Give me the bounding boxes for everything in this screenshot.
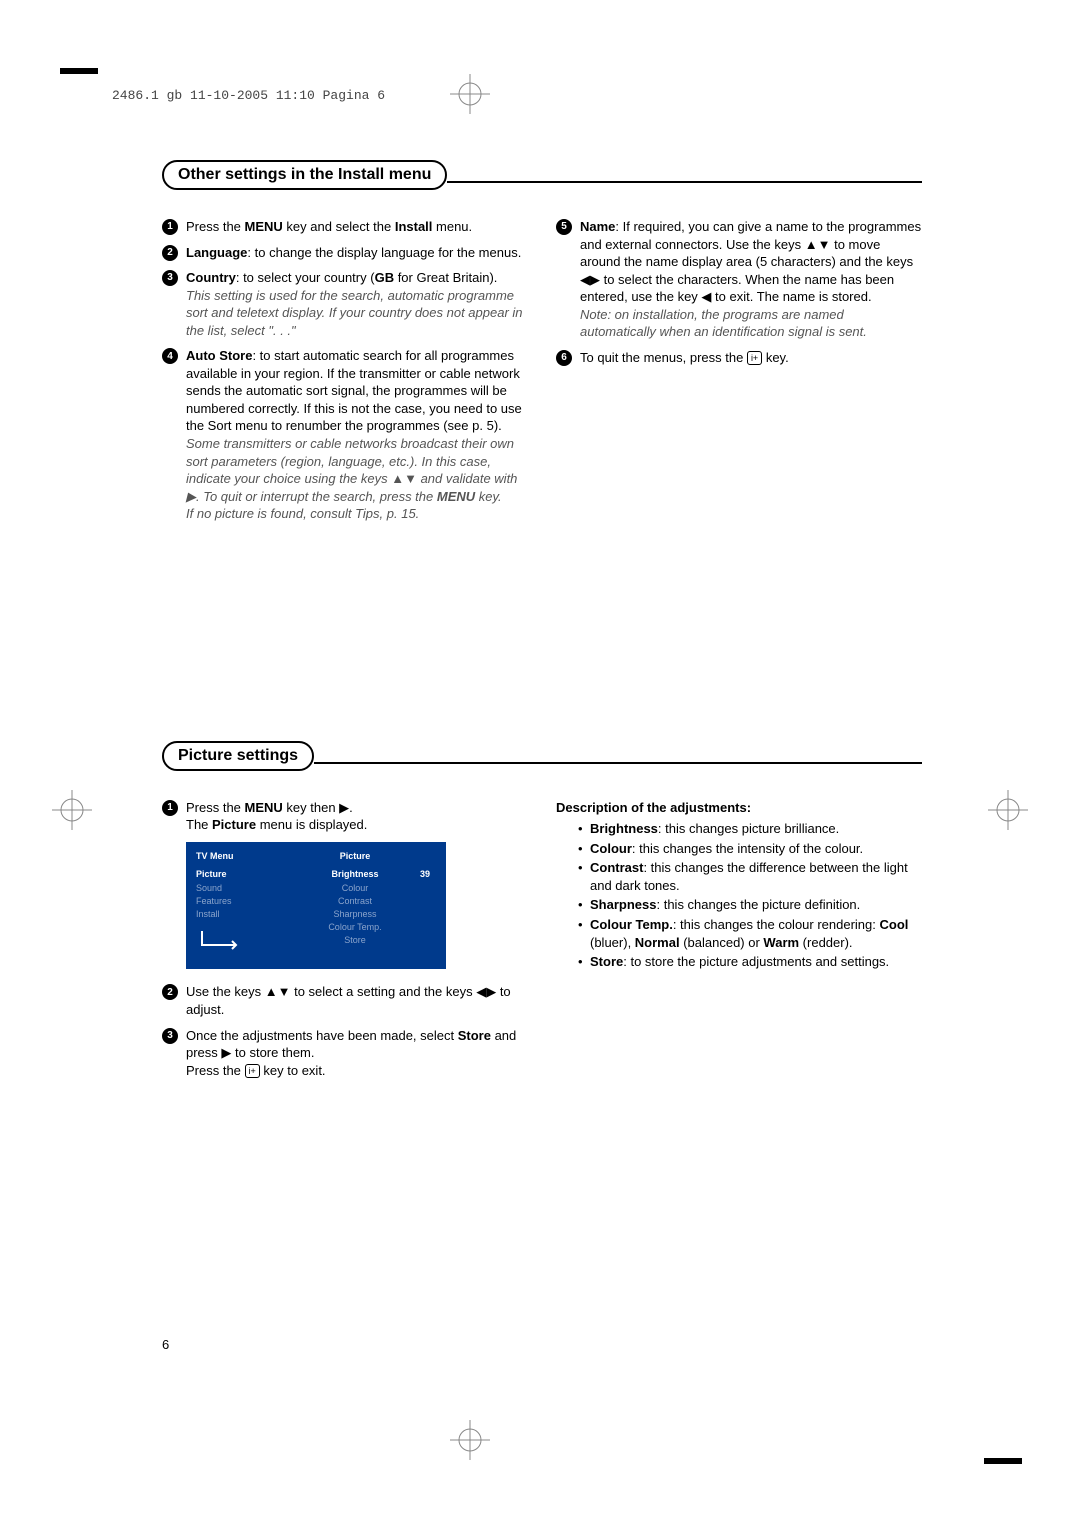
section-title: Other settings in the Install menu xyxy=(162,160,447,190)
step-body: Use the keys ▲▼ to select a setting and … xyxy=(186,983,528,1018)
crop-mark-bottom xyxy=(450,1420,490,1460)
page-header: 2486.1 gb 11-10-2005 11:10 Pagina 6 xyxy=(112,88,385,103)
step-note: This setting is used for the search, aut… xyxy=(186,287,528,340)
desc-title: Description of the adjustments: xyxy=(556,799,922,817)
step-body: Name: If required, you can give a name t… xyxy=(580,218,922,341)
section1-columns: 1 Press the MENU key and select the Insta… xyxy=(162,218,922,531)
section2-columns: 1 Press the MENU key then ▶.The Picture m… xyxy=(162,799,922,1087)
step-number: 3 xyxy=(162,1028,178,1044)
bullet-item: Colour: this changes the intensity of th… xyxy=(578,840,922,858)
step-number: 1 xyxy=(162,219,178,235)
step: 3 Once the adjustments have been made, se… xyxy=(162,1027,528,1080)
section1-left: 1 Press the MENU key and select the Insta… xyxy=(162,218,528,531)
tv-menu-right-item: Brightness39 xyxy=(274,868,436,881)
step-number: 4 xyxy=(162,348,178,364)
bullet-item: Contrast: this changes the difference be… xyxy=(578,859,922,894)
tv-menu-left-item: Install xyxy=(196,907,274,920)
tv-menu-right-item: Colour xyxy=(274,881,436,894)
step-note: If no picture is found, consult Tips, p.… xyxy=(186,505,528,523)
step: 1 Press the MENU key and select the Insta… xyxy=(162,218,528,236)
step-number: 3 xyxy=(162,270,178,286)
section-rule: Picture settings xyxy=(162,741,922,785)
step-body: Language: to change the display language… xyxy=(186,244,528,262)
tv-menu-right-item: Colour Temp. xyxy=(274,921,436,934)
step-body: Press the MENU key then ▶.The Picture me… xyxy=(186,799,528,834)
section2-left: 1 Press the MENU key then ▶.The Picture m… xyxy=(162,799,528,1087)
desc-bullets: Brightness: this changes picture brillia… xyxy=(578,820,922,970)
step: 6 To quit the menus, press the i+ key. xyxy=(556,349,922,367)
step-number: 6 xyxy=(556,350,572,366)
section-title: Picture settings xyxy=(162,741,314,771)
step-body: Once the adjustments have been made, sel… xyxy=(186,1027,528,1080)
step-number: 1 xyxy=(162,800,178,816)
section1-right: 5 Name: If required, you can give a name … xyxy=(556,218,922,531)
tv-menu-left-item: Picture xyxy=(196,868,274,881)
bullet-item: Sharpness: this changes the picture defi… xyxy=(578,896,922,914)
step-body: To quit the menus, press the i+ key. xyxy=(580,349,922,367)
tv-menu-right-title: Picture xyxy=(274,850,436,862)
step-body: Auto Store: to start automatic search fo… xyxy=(186,347,528,522)
step: 5 Name: If required, you can give a name … xyxy=(556,218,922,341)
crop-mark-left xyxy=(52,790,92,830)
section2-right: Description of the adjustments: Brightne… xyxy=(556,799,922,1087)
page-content: Other settings in the Install menu 1 Pres… xyxy=(162,160,922,1087)
bullet-item: Brightness: this changes picture brillia… xyxy=(578,820,922,838)
step-body: Country: to select your country (GB for … xyxy=(186,269,528,339)
tv-menu-right-item: Sharpness xyxy=(274,907,436,920)
step: 2 Use the keys ▲▼ to select a setting and… xyxy=(162,983,528,1018)
tv-menu-left-item: Sound xyxy=(196,881,274,894)
step-note: Some transmitters or cable networks broa… xyxy=(186,435,528,505)
tv-menu-right-item: Store xyxy=(274,934,436,947)
step: 3 Country: to select your country (GB for… xyxy=(162,269,528,339)
step-number: 5 xyxy=(556,219,572,235)
crop-bar-bottom xyxy=(984,1458,1022,1464)
tv-menu-right-item: Contrast xyxy=(274,894,436,907)
crop-mark-right xyxy=(988,790,1028,830)
tv-menu-arrow xyxy=(196,929,274,956)
step-note: Note: on installation, the programs are … xyxy=(580,306,922,341)
section-rule: Other settings in the Install menu xyxy=(162,160,922,204)
tv-menu-left-item: Features xyxy=(196,894,274,907)
bullet-item: Store: to store the picture adjustments … xyxy=(578,953,922,971)
step-number: 2 xyxy=(162,245,178,261)
step: 2 Language: to change the display languag… xyxy=(162,244,528,262)
step-body: Press the MENU key and select the Instal… xyxy=(186,218,528,236)
step: 4 Auto Store: to start automatic search f… xyxy=(162,347,528,522)
crop-bar-top xyxy=(60,68,98,74)
bullet-item: Colour Temp.: this changes the colour re… xyxy=(578,916,922,951)
crop-mark-top xyxy=(450,74,490,114)
tv-menu-graphic: TV Menu PictureSoundFeaturesInstall Pict… xyxy=(186,842,446,970)
page-number: 6 xyxy=(162,1337,169,1352)
step: 1 Press the MENU key then ▶.The Picture m… xyxy=(162,799,528,834)
step-number: 2 xyxy=(162,984,178,1000)
tv-menu-left-title: TV Menu xyxy=(196,850,274,862)
